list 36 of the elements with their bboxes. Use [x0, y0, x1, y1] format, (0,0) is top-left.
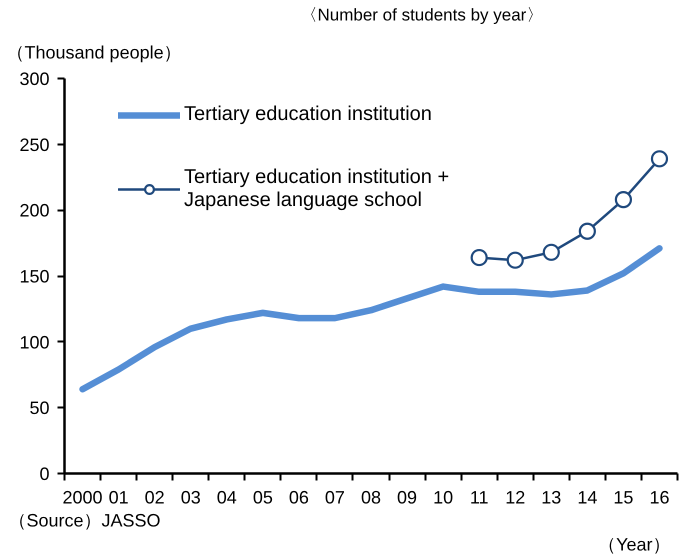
x-tick-label: 03: [180, 488, 201, 508]
y-tick-label: 300: [19, 69, 50, 89]
x-tick-label: 01: [108, 488, 129, 508]
y-axis-title: （Thousand people）: [6, 42, 182, 62]
point: [614, 191, 632, 208]
x-tick-label: 07: [324, 488, 345, 508]
x-tick-label: 05: [252, 488, 273, 508]
x-tick-label: 10: [433, 488, 454, 508]
x-tick-label: 15: [613, 488, 634, 508]
x-tick-label: 08: [360, 488, 382, 508]
x-tick-label: 04: [216, 488, 237, 508]
x-tick-label: 16: [649, 488, 670, 508]
y-tick-label: 100: [19, 332, 50, 352]
y-tick-label: 150: [19, 266, 50, 286]
x-tick-label: 06: [288, 488, 309, 508]
x-axis-title: （Year）: [598, 534, 671, 554]
x-tick-label: 14: [577, 488, 598, 508]
y-tick-label: 200: [19, 200, 50, 221]
x-tick-label: 09: [397, 488, 418, 508]
x-tick-label: 12: [505, 488, 526, 508]
legend-label: Tertiary education institution: [184, 103, 432, 126]
text: （Source）JASSO: [8, 510, 161, 530]
y-tick-label: 50: [29, 398, 50, 418]
x-tick-label: 02: [144, 488, 165, 508]
y-tick-label: 0: [39, 464, 50, 484]
point: [542, 244, 560, 261]
legend-label: Tertiary education institution + Japanese language school: [184, 166, 450, 212]
point: [650, 150, 668, 168]
chart-title: 〈Number of students by year〉: [300, 6, 544, 24]
point: [506, 252, 524, 269]
point: [470, 248, 488, 266]
x-tick-label: 2000: [62, 488, 103, 508]
y-tick-label: 250: [19, 134, 50, 155]
x-tick-label: 11: [470, 488, 489, 508]
x-tick-label: 13: [541, 488, 562, 508]
point: [578, 222, 596, 240]
